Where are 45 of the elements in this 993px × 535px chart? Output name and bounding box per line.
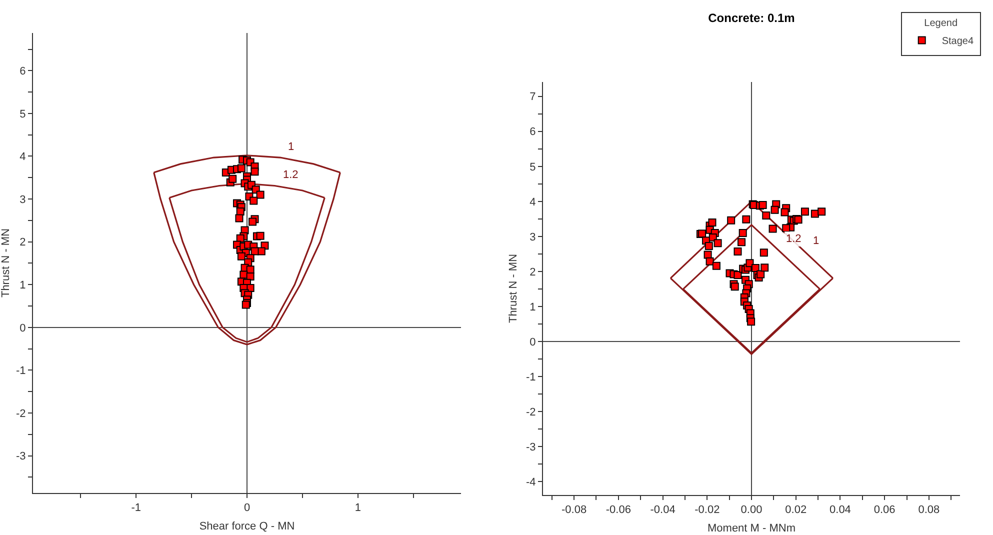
y-tick-label: 1 — [530, 301, 536, 314]
y-tick-label: 4 — [20, 151, 26, 164]
x-tick-label: 0.06 — [874, 504, 896, 516]
annotation: 1 — [288, 141, 294, 153]
y-axis-title: Thrust N - MN — [508, 254, 520, 324]
annotation: 1.2 — [283, 169, 298, 181]
y-tick-label: 3 — [20, 194, 26, 206]
y-tick-label: -3 — [526, 442, 536, 454]
y-tick-label: 0 — [20, 322, 26, 334]
x-axis-title: Moment M - MNm — [708, 522, 796, 534]
legend-label: Stage4 — [942, 36, 974, 48]
annotation: 1 — [813, 235, 820, 247]
x-tick-label: 0 — [244, 502, 250, 514]
y-tick-label: -2 — [526, 406, 536, 418]
x-tick-label: -1 — [131, 502, 142, 514]
x-tick-label: -0.08 — [562, 504, 587, 516]
y-tick-label: 2 — [530, 266, 536, 278]
y-tick-label: 7 — [530, 91, 536, 104]
x-tick-label: -0.04 — [650, 504, 676, 516]
y-tick-label: 0 — [530, 336, 536, 348]
chart-title: Concrete: 0.1m — [708, 10, 795, 25]
y-tick-label: -4 — [526, 476, 536, 489]
x-tick-label: 1 — [354, 502, 361, 514]
y-tick-label: 6 — [20, 66, 26, 78]
y-tick-label: -3 — [16, 450, 26, 463]
y-tick-label: 4 — [530, 196, 536, 208]
annotation: 1.2 — [786, 233, 802, 245]
y-tick-label: -2 — [16, 408, 26, 420]
y-tick-label: -1 — [526, 371, 536, 384]
x-axis-title: Shear force Q - MN — [199, 520, 295, 532]
y-tick-label: 6 — [530, 126, 536, 138]
x-tick-label: 0.02 — [785, 504, 807, 516]
x-tick-label: -0.02 — [694, 504, 720, 516]
y-tick-label: 5 — [20, 108, 26, 120]
y-tick-label: -1 — [16, 365, 26, 378]
x-tick-label: -0.06 — [606, 504, 631, 516]
y-tick-label: 2 — [20, 236, 26, 249]
y-axis-title: Thrust N - MN — [0, 228, 12, 298]
y-tick-label: 1 — [20, 279, 26, 292]
x-tick-label: 0.08 — [918, 504, 940, 516]
legend-title: Legend — [924, 18, 958, 29]
x-tick-label: 0.04 — [830, 504, 851, 516]
y-tick-label: 3 — [530, 231, 536, 244]
y-tick-label: 5 — [530, 161, 536, 174]
x-tick-label: 0.00 — [740, 504, 762, 516]
